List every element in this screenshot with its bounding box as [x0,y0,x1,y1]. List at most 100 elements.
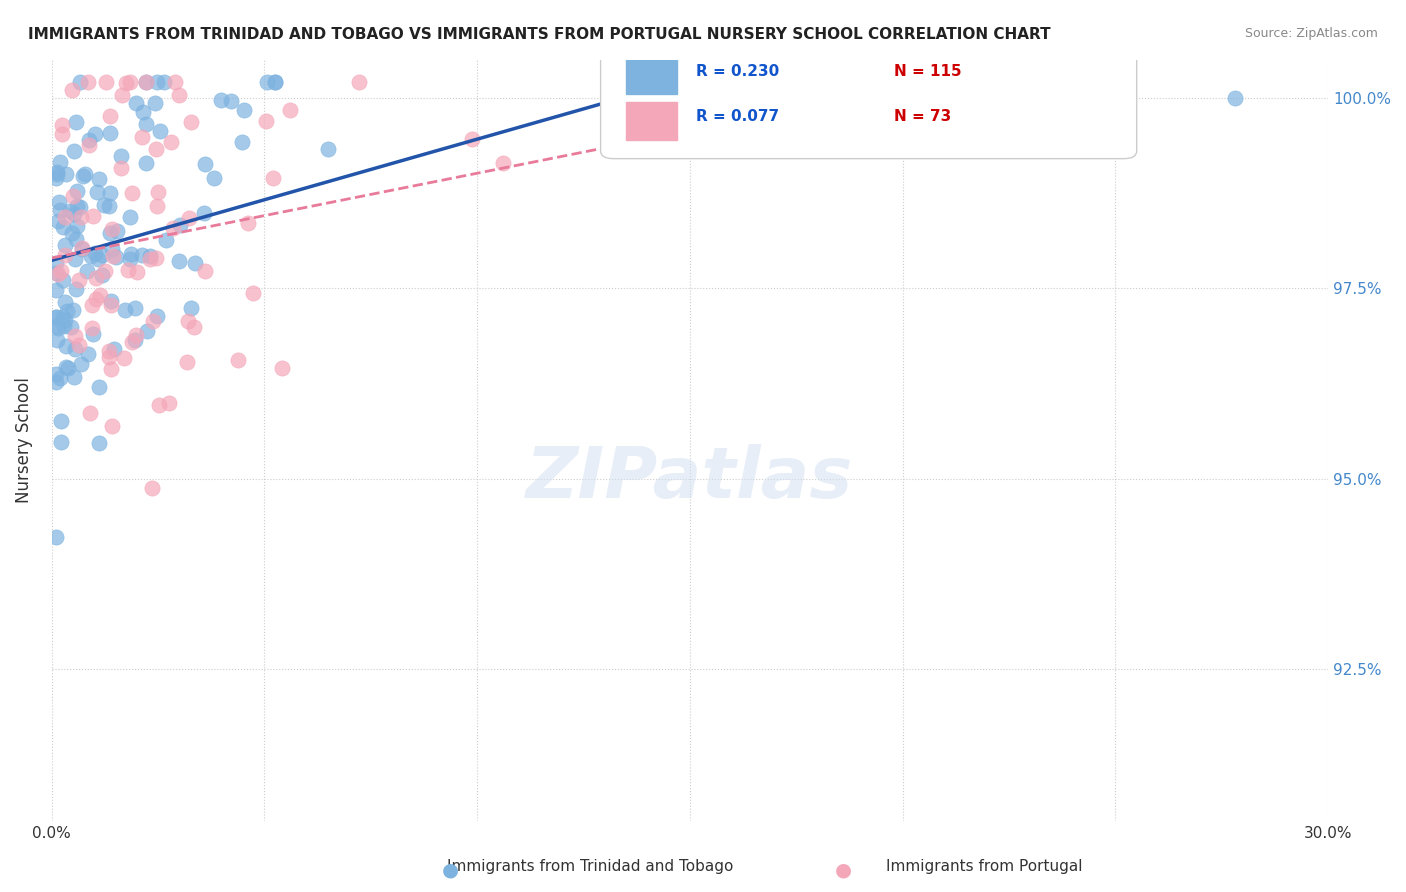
Immigrants from Portugal [82,209,104,223]
Immigrants from Portugal [110,161,132,175]
Immigrants from Trinidad and Tobago [51,414,73,428]
Immigrants from Trinidad and Tobago [55,167,77,181]
Immigrants from Portugal [100,362,122,376]
Immigrants from Trinidad and Tobago [103,343,125,357]
Immigrants from Trinidad and Tobago [124,301,146,315]
Immigrants from Portugal [139,252,162,266]
Bar [626,102,678,139]
Immigrants from Trinidad and Tobago [60,226,83,240]
Immigrants from Portugal [242,285,264,300]
Immigrants from Trinidad and Tobago [105,224,128,238]
Immigrants from Trinidad and Tobago [58,361,80,376]
Text: R = 0.230: R = 0.230 [696,63,779,78]
Immigrants from Trinidad and Tobago [45,310,67,325]
Immigrants from Trinidad and Tobago [52,318,75,333]
Immigrants from Portugal [177,211,200,225]
Immigrants from Trinidad and Tobago [155,233,177,247]
Immigrants from Trinidad and Tobago [79,249,101,263]
Immigrants from Trinidad and Tobago [93,198,115,212]
Immigrants from Trinidad and Tobago [143,96,166,111]
Immigrants from Trinidad and Tobago [86,186,108,200]
Immigrants from Trinidad and Tobago [72,169,94,183]
Immigrants from Trinidad and Tobago [89,436,111,450]
Immigrants from Trinidad and Tobago [51,435,73,450]
Immigrants from Portugal [491,156,513,170]
Immigrants from Trinidad and Tobago [135,75,157,89]
Text: Immigrants from Trinidad and Tobago: Immigrants from Trinidad and Tobago [447,859,734,874]
Immigrants from Portugal [86,271,108,285]
Immigrants from Trinidad and Tobago [56,304,79,318]
Immigrants from Trinidad and Tobago [45,530,67,544]
Immigrants from Trinidad and Tobago [45,375,67,389]
Immigrants from Trinidad and Tobago [52,310,75,324]
Immigrants from Trinidad and Tobago [76,264,98,278]
Immigrants from Trinidad and Tobago [98,199,121,213]
Immigrants from Portugal [46,267,69,281]
Immigrants from Trinidad and Tobago [53,313,76,327]
Immigrants from Trinidad and Tobago [264,75,287,89]
Immigrants from Trinidad and Tobago [65,282,87,296]
Immigrants from Portugal [177,314,200,328]
Immigrants from Trinidad and Tobago [135,117,157,131]
Immigrants from Trinidad and Tobago [98,227,121,241]
Immigrants from Portugal [112,351,135,366]
Immigrants from Portugal [111,87,134,102]
Immigrants from Portugal [72,241,94,255]
Immigrants from Trinidad and Tobago [136,324,159,338]
Immigrants from Portugal [160,135,183,149]
Immigrants from Trinidad and Tobago [62,302,84,317]
Immigrants from Portugal [145,251,167,265]
FancyBboxPatch shape [600,37,1136,159]
Immigrants from Trinidad and Tobago [114,303,136,318]
Immigrants from Portugal [146,186,169,200]
Immigrants from Trinidad and Tobago [62,207,84,221]
Immigrants from Trinidad and Tobago [48,194,70,209]
Immigrants from Trinidad and Tobago [100,293,122,308]
Immigrants from Portugal [101,249,124,263]
Immigrants from Portugal [94,75,117,89]
Immigrants from Portugal [76,75,98,89]
Immigrants from Trinidad and Tobago [139,249,162,263]
Immigrants from Trinidad and Tobago [124,333,146,347]
Text: N = 115: N = 115 [894,63,962,78]
Immigrants from Trinidad and Tobago [184,255,207,269]
Immigrants from Trinidad and Tobago [49,203,72,218]
Immigrants from Portugal [148,398,170,412]
Immigrants from Trinidad and Tobago [69,200,91,214]
Immigrants from Trinidad and Tobago [70,242,93,256]
Immigrants from Portugal [80,298,103,312]
Immigrants from Portugal [60,82,83,96]
Immigrants from Trinidad and Tobago [66,184,89,198]
Immigrants from Trinidad and Tobago [69,75,91,89]
Immigrants from Trinidad and Tobago [120,210,142,224]
Immigrants from Trinidad and Tobago [65,114,87,128]
Immigrants from Portugal [142,314,165,328]
Immigrants from Trinidad and Tobago [87,380,110,394]
Immigrants from Portugal [262,171,284,186]
Immigrants from Portugal [278,103,301,117]
Immigrants from Portugal [145,142,167,156]
Immigrants from Portugal [53,247,76,261]
Immigrants from Trinidad and Tobago [49,155,72,169]
Immigrants from Trinidad and Tobago [75,167,97,181]
Immigrants from Trinidad and Tobago [66,219,89,233]
Immigrants from Trinidad and Tobago [131,247,153,261]
Immigrants from Trinidad and Tobago [132,104,155,119]
Immigrants from Trinidad and Tobago [121,246,143,260]
Immigrants from Trinidad and Tobago [45,310,67,325]
Immigrants from Trinidad and Tobago [52,272,75,286]
Immigrants from Portugal [238,216,260,230]
Immigrants from Trinidad and Tobago [120,252,142,267]
Text: ZIPatlas: ZIPatlas [526,444,853,513]
Immigrants from Portugal [67,273,90,287]
Immigrants from Portugal [162,221,184,235]
Immigrants from Portugal [51,118,73,132]
Immigrants from Portugal [67,338,90,352]
Immigrants from Trinidad and Tobago [45,319,67,334]
Immigrants from Portugal [461,132,484,146]
Immigrants from Trinidad and Tobago [63,342,86,356]
Immigrants from Portugal [55,210,77,224]
Bar [626,56,678,94]
Immigrants from Portugal [115,76,138,90]
Immigrants from Trinidad and Tobago [101,242,124,256]
